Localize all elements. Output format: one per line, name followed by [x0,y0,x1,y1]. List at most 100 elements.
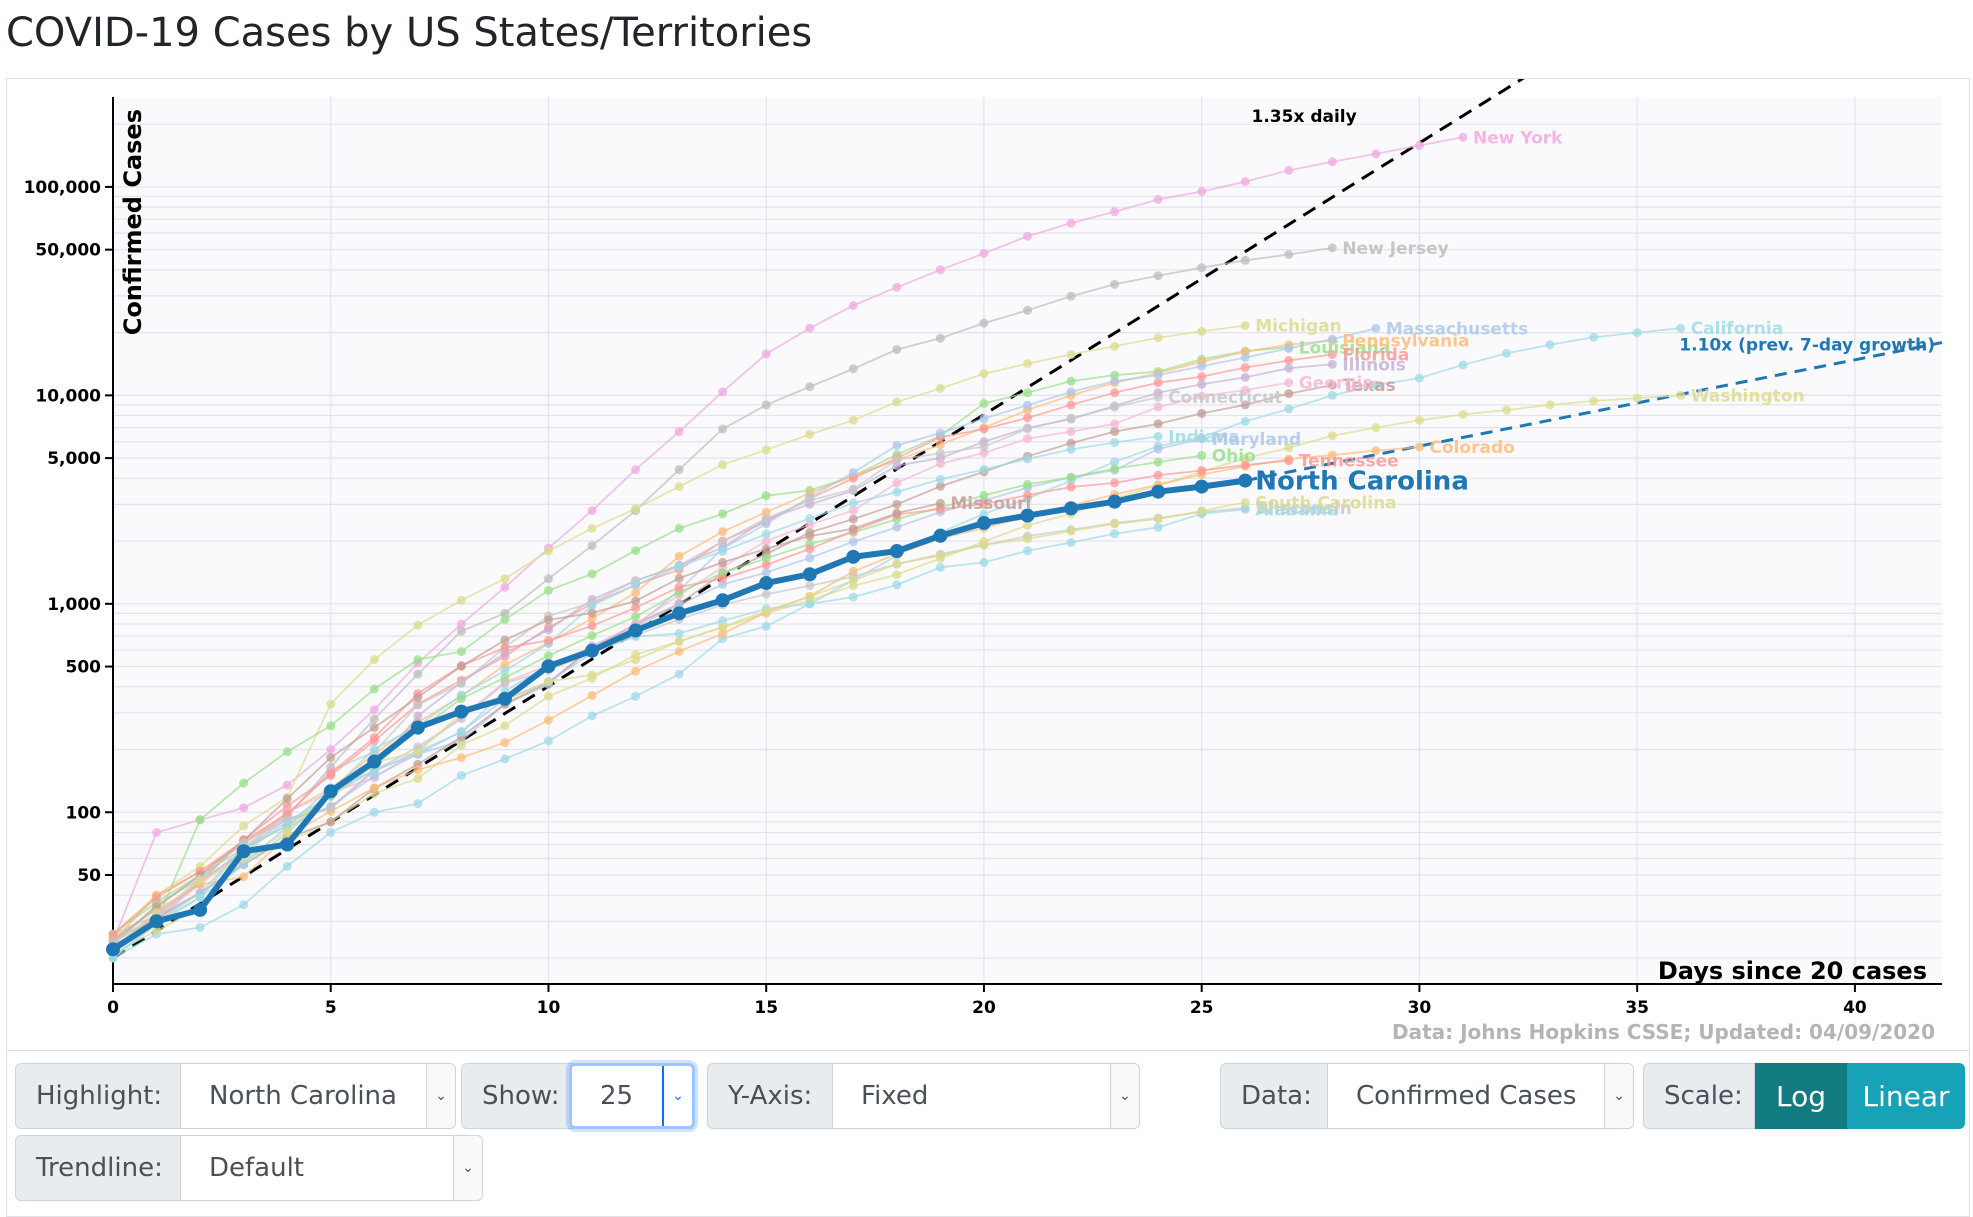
data-point [979,509,989,519]
data-point [1502,405,1512,415]
data-point [1240,497,1250,507]
series-label: Florida [1342,346,1409,366]
data-point [1327,431,1337,441]
show-select[interactable]: 25 ⌄ [569,1063,695,1129]
data-point [326,721,336,731]
y-tick-label: 1,000 [47,595,101,615]
data-point [1414,415,1424,425]
scale-log-button[interactable]: Log [1755,1063,1847,1129]
data-point [369,705,379,715]
data-point [1066,438,1076,448]
trendlines: 1.35x daily 1.10x (prev. 7-day growth) [113,79,1943,960]
data-point [1023,413,1032,423]
data-point [326,804,336,814]
data-point [543,574,553,584]
y-tick-label: 50 [77,866,101,886]
x-tick-label: 20 [972,998,996,1018]
data-point [543,715,553,725]
trendline-110x-label: 1.10x (prev. 7-day growth) [1679,336,1935,356]
trendline-select[interactable]: Default ⌄ [181,1135,483,1201]
data-point [1632,328,1642,338]
data-point [1327,243,1337,253]
data-point [631,612,641,622]
data-point [761,544,771,554]
data-point [1458,132,1468,142]
data-point [1589,332,1599,342]
series-line [112,454,1202,935]
data-point [718,424,728,434]
data-point [500,643,510,653]
data-point [976,516,991,531]
series-label: Pennsylvania [1342,332,1469,352]
data-point [106,942,120,957]
data-point [1064,501,1079,516]
data-point [1240,352,1250,362]
data-point [1676,390,1686,400]
series-lines [106,132,1686,963]
data-point [1110,341,1120,351]
data-point [1110,457,1120,467]
trendline-110x [1244,341,1943,483]
data-point [456,647,466,657]
data-point [587,569,597,579]
yaxis-select[interactable]: Fixed ⌄ [833,1063,1140,1129]
series-label: Illinois [1342,355,1406,375]
data-point [543,635,553,645]
scale-linear-button[interactable]: Linear [1847,1063,1965,1129]
data-point [1153,370,1163,380]
data-point [1284,389,1294,399]
data-point [454,704,469,719]
y-axis-label: Confirmed Cases [119,109,147,335]
data-point [1458,409,1468,419]
data-source: Data: Johns Hopkins CSSE; Updated: 04/09… [1392,1020,1935,1044]
data-point [1194,479,1209,494]
data-point [1371,323,1381,333]
data-point [282,747,292,757]
data-point [848,498,858,508]
data-label: Data: [1220,1063,1328,1129]
data-select[interactable]: Confirmed Cases ⌄ [1328,1063,1634,1129]
highlight-select[interactable]: North Carolina ⌄ [181,1063,456,1129]
data-point [935,428,945,438]
data-point [631,666,641,676]
data-point [848,300,858,310]
data-point [892,580,902,590]
data-point [979,248,989,258]
series-label: Texas [1342,376,1395,396]
data-point [456,740,466,750]
trendline-group: Trendline: Default ⌄ [15,1135,483,1201]
data-point [848,415,858,425]
data-point [1197,372,1207,382]
series-label: Maryland [1212,430,1301,450]
data-point [1545,400,1555,410]
data-point [1238,473,1253,488]
data-point [761,491,771,501]
data-point [587,541,597,551]
data-point [631,546,641,556]
data-point [979,414,989,424]
data-point [674,561,684,571]
data-point [1066,400,1076,410]
data-point [1066,538,1076,548]
data-point [1284,355,1294,365]
data-point [1023,546,1032,556]
data-point [674,646,684,656]
data-point [1240,363,1250,373]
data-point [1240,177,1250,187]
series-label: Wisconsin [1255,499,1352,519]
data-point [543,546,553,556]
data-point [369,733,379,743]
series-line [112,346,1289,939]
data-point [1066,387,1076,397]
yaxis-group: Y-Axis: Fixed ⌄ [707,1063,1140,1129]
data-point [1153,457,1163,467]
series-label: Georgia [1299,374,1374,394]
data-point [585,643,600,658]
data-point [1371,380,1381,390]
data-point [1110,388,1120,398]
data-point [195,892,205,902]
data-point [1240,504,1250,514]
data-point [1153,431,1163,441]
data-point [239,778,249,788]
data-point [1197,187,1207,197]
